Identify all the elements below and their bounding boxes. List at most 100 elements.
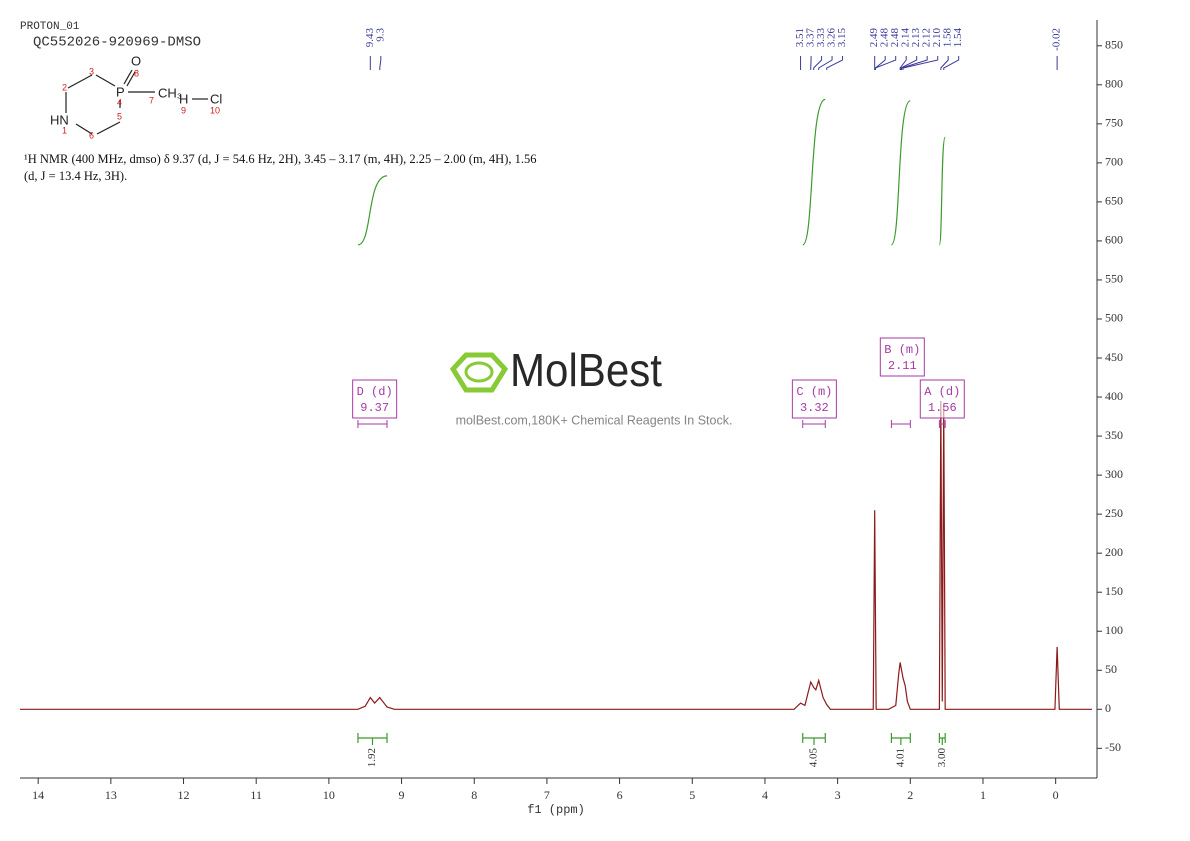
y-tick-label: 50 [1105,662,1117,676]
spectrum [20,400,1092,710]
peak-label: 2.12 [901,28,933,70]
y-tick-label: 650 [1105,194,1123,208]
integral-value: 1.92 [366,748,378,767]
multiplet-box [879,337,925,377]
peak-leader [943,56,960,70]
y-tick-label: 300 [1105,467,1123,481]
x-tick-label: 5 [689,788,695,802]
x-tick-label: 1 [980,788,986,802]
y-tick-label: 450 [1105,350,1123,364]
atom-number: 1 [62,125,67,135]
atom-number: 10 [210,105,220,115]
logo-hexagon [449,352,509,393]
y-tick-label: 750 [1105,116,1123,130]
peak-value: 2.49 [868,28,880,48]
integral-value: 4.05 [808,748,820,768]
peak-label: 2.49 [868,28,880,70]
integral-curve [357,175,388,246]
y-tick-label: 200 [1105,545,1123,559]
multiplet: D (d) 9.37 [352,379,398,428]
x-tick-label: 2 [907,788,913,802]
atom-number: 2 [62,82,67,92]
peak-value: 1.58 [942,28,954,48]
peak-value: 2.48 [889,28,901,48]
y-tick-label: 0 [1105,701,1111,715]
multiplet: B (m) 2.11 [879,337,925,428]
peak-label: 3.37 [805,28,817,70]
peak-label: 9.3 [374,28,386,70]
atom-number: 5 [117,111,122,121]
peak-value: 3.26 [826,28,838,48]
y-tick-label: 850 [1105,38,1123,52]
peak-leader [900,56,918,70]
x-tick-label: 3 [835,788,841,802]
peak-leader [899,56,907,70]
y-tick-label: 500 [1105,311,1123,325]
multiplet-box [352,379,398,419]
x-tick-label: 9 [399,788,405,802]
multiplet-range [357,420,388,428]
brand: MolBest [510,344,662,396]
peak-value: 1.54 [952,28,964,48]
y-tick-label: 150 [1105,584,1123,598]
peak-label: -0.02 [1051,28,1063,70]
peak-label: 2.14 [899,28,912,70]
multiplet-range [938,420,946,428]
peak-value: 3.37 [805,28,817,48]
atom: Cl [210,91,222,106]
multiplet-box [791,379,837,419]
multiplet-label: C (m) [796,385,832,399]
atom: CH₃ [158,85,182,100]
peak-label: 2.13 [900,28,922,70]
peak-leader [940,56,949,70]
description-line: (d, J = 13.4 Hz, 3H). [24,169,127,183]
multiplet-label: A (d) [924,385,960,399]
atom: H [179,91,188,106]
peak-label: 2.10 [902,28,943,70]
y-tick-label: 250 [1105,506,1123,520]
multiplet-box [919,379,965,419]
peak-value: 9.3 [374,28,386,42]
peak-value: -0.02 [1051,28,1063,51]
x-tick-label: 10 [323,788,335,802]
peak-leader [813,56,823,70]
integral-bracket [938,733,946,745]
peak-label: 9.43 [364,28,376,70]
bonds [65,69,208,135]
multiplet-range [802,420,826,428]
integral-curve [802,98,826,246]
multiplet-label: B (m) [884,343,920,357]
peak-value: 3.15 [836,28,848,48]
atom-number: 8 [134,68,139,78]
integral-value: 3.00 [936,748,948,768]
multiplet-value: 1.56 [928,401,957,415]
logo-ring [464,361,494,383]
atom-number: 6 [89,130,94,140]
y-tick-label: 800 [1105,77,1123,91]
peak-label: 2.48 [874,28,901,70]
multiplet-range [890,420,911,428]
peak-value: 2.48 [879,28,891,48]
peak-value: 9.43 [364,28,376,48]
integral-value: 4.01 [894,748,906,767]
peak-label: 3.33 [813,28,827,70]
atom-number: 7 [149,95,154,105]
multiplet: A (d) 1.56 [919,379,965,428]
atom: HN [50,112,69,127]
multiplet: C (m) 3.32 [791,379,837,428]
x-tick-label: 8 [471,788,477,802]
multiplet-value: 3.32 [800,401,829,415]
atom: P [116,84,125,99]
description-line: ¹H NMR (400 MHz, dmso) δ 9.37 (d, J = 54… [24,152,537,166]
sample-name: QC552026-920969-DMSO [33,35,201,51]
x-tick-label: 14 [32,788,44,802]
x-tick-label: 6 [617,788,623,802]
peak-label: 3.15 [826,28,848,70]
multiplet-value: 2.11 [888,359,917,373]
integral-curve [938,136,946,246]
atom-number: 9 [181,105,186,115]
structure: O P CH₃ HN H Cl 1 2 3 4 5 6 7 8 9 10 [50,53,222,140]
atom-number: 4 [117,97,122,107]
integral-bracket [890,733,911,745]
peak-value: 3.33 [815,28,827,48]
